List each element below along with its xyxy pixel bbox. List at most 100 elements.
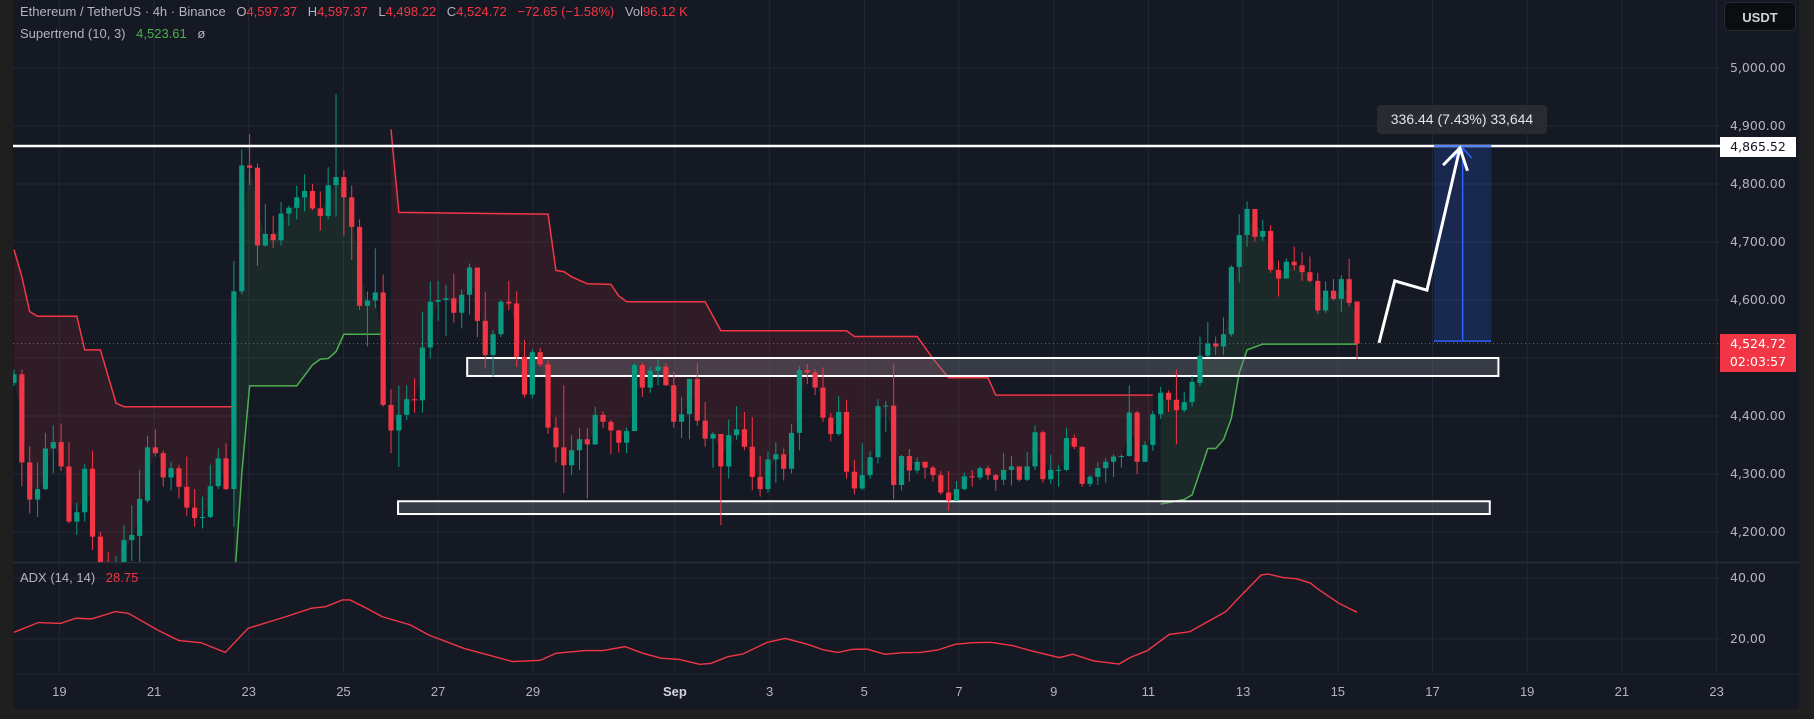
price-axis-label: 4,300.00 (1730, 466, 1786, 481)
candle-up (1220, 334, 1227, 347)
candle-down (451, 298, 457, 313)
candle-down (938, 475, 944, 493)
candle-down (718, 433, 724, 467)
time-axis-label: 7 (955, 684, 963, 699)
candle-up (207, 486, 213, 517)
open-value: 4,597.37 (246, 4, 298, 19)
na-icon: ø (197, 26, 206, 41)
supertrend-up-fill (1160, 221, 1358, 505)
candle-up (883, 405, 889, 407)
candle-down (1071, 438, 1077, 447)
candle-up (898, 456, 905, 486)
adx-axis-label: 20.00 (1730, 631, 1766, 646)
symbol-legend: Ethereum / TetherUS · 4h · Binance O4,59… (20, 4, 688, 19)
candle-up (1001, 469, 1007, 480)
price-axis-label: 4,900.00 (1730, 118, 1786, 133)
candle-up (286, 207, 292, 214)
candle-up (1055, 469, 1062, 471)
candle-down (482, 320, 488, 356)
candle-down (66, 466, 72, 522)
time-axis-label: 19 (52, 684, 67, 699)
currency-button[interactable]: USDT (1724, 2, 1796, 31)
supertrend-down-line (13, 249, 234, 408)
candle-up (1024, 466, 1030, 480)
time-axis-label: 13 (1235, 684, 1251, 699)
level-price-tag: 4,865.52 (1720, 137, 1796, 157)
adx-axis-label: 40.00 (1730, 570, 1766, 585)
time-axis-label: 25 (336, 684, 351, 699)
candle-down (380, 292, 386, 405)
time-axis-label: 9 (1050, 684, 1058, 699)
candle-up (278, 213, 284, 241)
candle-up (325, 185, 331, 216)
candle-up (773, 454, 779, 460)
candle-up (678, 414, 685, 422)
candle-down (1330, 290, 1337, 299)
candle-up (1118, 456, 1125, 458)
candle-down (561, 447, 567, 466)
candle-down (537, 352, 543, 365)
candle-up (733, 429, 740, 436)
candle-up (1260, 230, 1266, 237)
candle-up (1032, 432, 1038, 467)
candle-up (239, 165, 245, 292)
candle-down (741, 429, 748, 447)
candle-up (859, 475, 865, 489)
measure-arrow-head (1453, 146, 1473, 159)
candle-down (930, 467, 936, 476)
candle-down (1315, 280, 1321, 311)
price-axis-label: 4,700.00 (1730, 234, 1786, 249)
candle-up (137, 498, 143, 537)
candle-down (58, 442, 64, 467)
candle-up (796, 370, 802, 433)
candle-up (1181, 402, 1187, 411)
high-label: H (307, 4, 318, 19)
close-value: 4,524.72 (456, 4, 507, 19)
candle-down (812, 372, 818, 388)
low-value: 4,498.22 (385, 4, 437, 19)
candle-up (592, 414, 598, 445)
candle-up (1110, 456, 1117, 462)
candle-down (608, 421, 614, 431)
candle-down (254, 167, 261, 246)
candle-down (514, 303, 520, 357)
candle-up (647, 370, 653, 388)
candle-down (317, 208, 323, 216)
candle-up (199, 516, 206, 519)
candle-down (247, 165, 253, 168)
candle-up (1197, 355, 1203, 383)
supertrend-up-line (1160, 343, 1358, 505)
candle-up (953, 489, 960, 501)
current-price: 4,524.72 (1730, 336, 1786, 351)
adx-legend[interactable]: ADX (14, 14) 28.75 (20, 570, 138, 585)
candle-up (1228, 266, 1234, 335)
support-zone-1 (466, 357, 1500, 377)
candle-down (851, 471, 857, 489)
candle-up (294, 197, 300, 208)
candle-up (121, 540, 127, 562)
candle-up (655, 366, 661, 371)
candle-up (1150, 414, 1156, 445)
price-axis-label: 4,200.00 (1730, 524, 1786, 539)
supertrend-legend[interactable]: Supertrend (10, 3) 4,523.61 ø (20, 26, 205, 41)
change-value: −72.65 (−1.58%) (517, 4, 615, 19)
candle-up (1323, 290, 1329, 311)
candle-down (1165, 392, 1172, 400)
time-axis-label: 15 (1330, 684, 1346, 699)
candle-down (474, 267, 480, 321)
candle-up (435, 300, 441, 302)
time-axis-label: 3 (765, 684, 774, 699)
adx-line (13, 573, 1358, 666)
candle-down (906, 456, 912, 471)
candle-down (757, 476, 763, 490)
candle-down (176, 468, 182, 487)
candle-up (710, 433, 716, 439)
projection-arrow-head (1442, 145, 1469, 172)
candle-down (781, 454, 787, 469)
price-axis-label: 4,600.00 (1730, 292, 1786, 307)
symbol-title[interactable]: Ethereum / TetherUS · 4h · Binance (20, 4, 226, 19)
candle-up (82, 468, 88, 513)
supertrend-value: 4,523.61 (136, 26, 187, 41)
candle-up (1158, 392, 1164, 415)
candle-down (969, 476, 975, 478)
